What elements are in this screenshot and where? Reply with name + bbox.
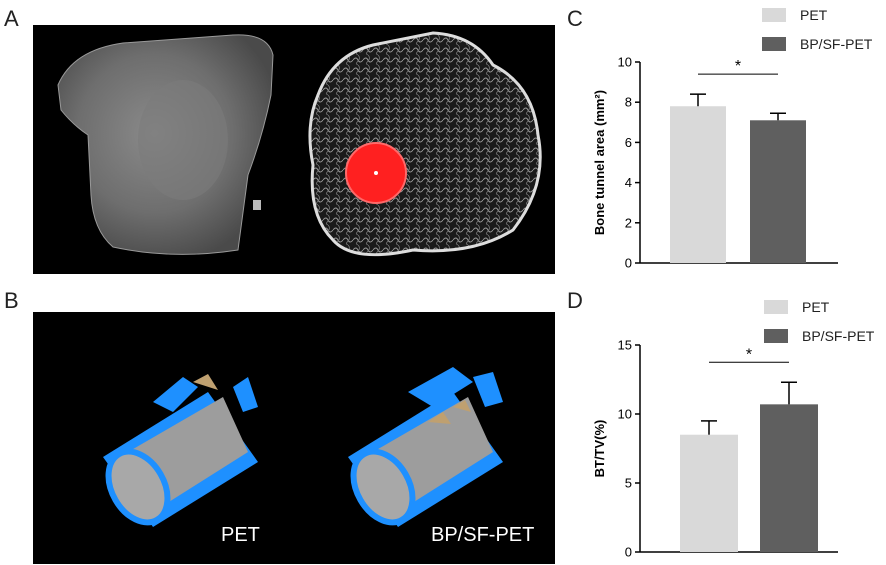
y-tick-label: 0 — [625, 256, 632, 271]
implant-3d-renders — [103, 367, 503, 527]
legend-swatch — [764, 329, 788, 343]
y-tick-label: 4 — [625, 175, 632, 190]
significance-marker: * — [735, 58, 741, 75]
bp-sf-pet-image-label: BP/SF-PET — [431, 524, 535, 546]
pet-implant-render — [103, 374, 258, 527]
bar — [680, 434, 738, 552]
significance-marker: * — [746, 346, 752, 363]
bone-tunnel-area-chart: PET BP/SF-PET 0 2 4 6 8 10 Bone tunnel area (mm²… — [592, 7, 873, 271]
panel-letter-b: B — [4, 288, 19, 313]
legend-swatch — [762, 8, 786, 22]
bp-sf-pet-implant-render — [348, 367, 503, 527]
bar — [670, 106, 726, 263]
bar — [760, 404, 818, 552]
bar — [750, 120, 806, 263]
micro-ct-image-panel — [33, 25, 555, 274]
bt-tv-chart: PET BP/SF-PET 0 5 10 15 BT/TV(%) * — [592, 299, 875, 560]
y-tick-label: 0 — [625, 545, 632, 560]
panel-letter-a: A — [4, 6, 19, 31]
legend-label: PET — [800, 7, 828, 23]
legend-label: BP/SF-PET — [802, 328, 875, 344]
implant-3d-image-panel: PET BP/SF-PET — [33, 312, 555, 564]
legend-swatch — [764, 300, 788, 314]
y-axis-label: Bone tunnel area (mm²) — [592, 90, 607, 235]
y-tick-label: 10 — [618, 55, 632, 70]
pet-image-label: PET — [221, 524, 260, 546]
panel-letter-d: D — [567, 288, 583, 313]
legend-swatch — [762, 37, 786, 51]
micro-ct-images — [57, 31, 542, 257]
panel-letter-c: C — [567, 6, 583, 31]
tibia-cross-section — [308, 31, 542, 257]
y-axis-label: BT/TV(%) — [592, 420, 607, 478]
y-tick-label: 2 — [625, 215, 632, 230]
y-tick-label: 5 — [625, 476, 632, 491]
y-tick-label: 10 — [618, 407, 632, 422]
y-tick-label: 8 — [625, 95, 632, 110]
y-tick-label: 6 — [625, 135, 632, 150]
legend-label: PET — [802, 299, 830, 315]
y-tick-label: 15 — [618, 338, 632, 353]
legend-label: BP/SF-PET — [800, 36, 873, 52]
